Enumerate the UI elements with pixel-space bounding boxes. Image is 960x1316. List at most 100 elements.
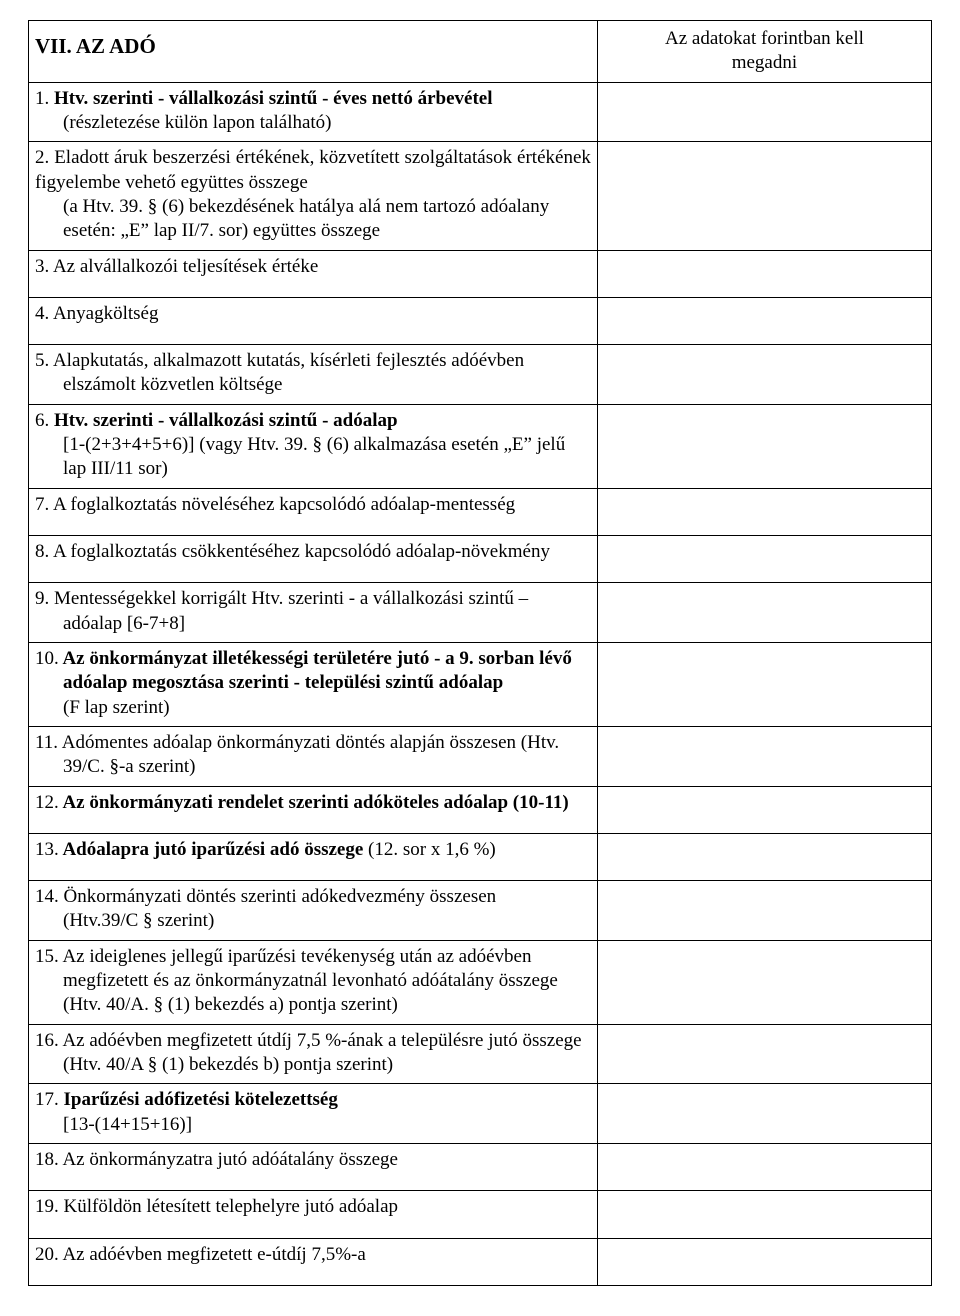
row-label-cell: 14. Önkormányzati döntés szerinti adóked…	[29, 881, 598, 941]
table-row: 3. Az alvállalkozói teljesítések értéke	[29, 250, 932, 297]
table-row: 10. Az önkormányzat illetékességi terüle…	[29, 642, 932, 726]
row-label-cell: 20. Az adóévben megfizetett e-útdíj 7,5%…	[29, 1238, 598, 1285]
row-number: 8.	[35, 541, 49, 562]
row-lead: Anyagköltség	[49, 303, 158, 324]
row-indent-line: [13-(14+15+16)]	[35, 1113, 591, 1137]
row-number: 9.	[35, 588, 49, 609]
row-indent-line: (Htv. 40/A § (1) bekezdés b) pontja szer…	[35, 1053, 591, 1077]
row-label-cell: 16. Az adóévben megfizetett útdíj 7,5 %-…	[29, 1024, 598, 1084]
table-row: 11. Adómentes adóalap önkormányzati dönt…	[29, 726, 932, 786]
row-value-cell[interactable]	[597, 345, 931, 405]
row-lead: Az alvállalkozói teljesítések értéke	[49, 256, 318, 277]
row-indent-line: [1-(2+3+4+5+6)] (vagy Htv. 39. § (6) alk…	[35, 433, 591, 457]
row-number: 11.	[35, 732, 58, 753]
table-row: 20. Az adóévben megfizetett e-útdíj 7,5%…	[29, 1238, 932, 1285]
table-row: 19. Külföldön létesített telephelyre jut…	[29, 1191, 932, 1238]
row-label-cell: 18. Az önkormányzatra jutó adóátalány ös…	[29, 1143, 598, 1190]
section-title: VII. AZ ADÓ	[29, 21, 598, 83]
row-value-cell[interactable]	[597, 404, 931, 488]
row-label-cell: 15. Az ideiglenes jellegű iparűzési tevé…	[29, 940, 598, 1024]
row-label-cell: 4. Anyagköltség	[29, 297, 598, 344]
table-row: 4. Anyagköltség	[29, 297, 932, 344]
row-indent-line: megfizetett és az önkormányzatnál levonh…	[35, 969, 591, 993]
row-value-cell[interactable]	[597, 726, 931, 786]
row-value-cell[interactable]	[597, 1084, 931, 1144]
row-indent-line: elszámolt közvetlen költsége	[35, 373, 591, 397]
row-value-cell[interactable]	[597, 1024, 931, 1084]
row-value-cell[interactable]	[597, 642, 931, 726]
table-row: 17. Iparűzési adófizetési kötelezettség […	[29, 1084, 932, 1144]
row-lead: Adómentes adóalap önkormányzati döntés a…	[58, 732, 559, 753]
row-number: 7.	[35, 494, 49, 515]
row-lead: Alapkutatás, alkalmazott kutatás, kísérl…	[49, 350, 524, 371]
row-number: 2.	[35, 147, 49, 168]
row-number: 20.	[35, 1244, 59, 1265]
row-label-cell: 5. Alapkutatás, alkalmazott kutatás, kís…	[29, 345, 598, 405]
row-value-cell[interactable]	[597, 1143, 931, 1190]
row-lead: Az adóévben megfizetett útdíj 7,5 %-ának…	[59, 1030, 582, 1051]
row-value-cell[interactable]	[597, 881, 931, 941]
row-indent-line: 39/C. §-a szerint)	[35, 755, 591, 779]
row-number: 5.	[35, 350, 49, 371]
row-value-cell[interactable]	[597, 142, 931, 250]
row-value-cell[interactable]	[597, 1191, 931, 1238]
row-number: 18.	[35, 1149, 59, 1170]
row-value-cell[interactable]	[597, 833, 931, 880]
row-lead: Mentességekkel korrigált Htv. szerinti -…	[49, 588, 528, 609]
row-number: 13.	[35, 839, 59, 860]
row-label-cell: 10. Az önkormányzat illetékességi terüle…	[29, 642, 598, 726]
table-row: 8. A foglalkoztatás csökkentéséhez kapcs…	[29, 536, 932, 583]
row-lead: Önkormányzati döntés szerinti adókedvezm…	[59, 886, 496, 907]
row-indent-line: lap III/11 sor)	[35, 457, 591, 481]
row-label-cell: 13. Adóalapra jutó iparűzési adó összege…	[29, 833, 598, 880]
row-lead-bold: Adóalapra jutó iparűzési adó összege	[59, 839, 368, 860]
row-number: 4.	[35, 303, 49, 324]
row-lead-tail: (12. sor x 1,6 %)	[368, 839, 496, 860]
row-lead-bold: Htv. szerinti - vállalkozási szintű - év…	[49, 88, 492, 109]
row-number: 14.	[35, 886, 59, 907]
row-lead-bold: Az önkormányzat illetékességi területére…	[59, 648, 572, 693]
row-lead: Eladott áruk beszerzési értékének, közve…	[35, 147, 591, 192]
row-number: 19.	[35, 1196, 59, 1217]
table-row: 15. Az ideiglenes jellegű iparűzési tevé…	[29, 940, 932, 1024]
row-value-cell[interactable]	[597, 583, 931, 643]
row-value-cell[interactable]	[597, 250, 931, 297]
row-number: 3.	[35, 256, 49, 277]
row-value-cell[interactable]	[597, 488, 931, 535]
row-number: 16.	[35, 1030, 59, 1051]
currency-note: Az adatokat forintban kellmegadni	[597, 21, 931, 83]
table-row: 18. Az önkormányzatra jutó adóátalány ös…	[29, 1143, 932, 1190]
row-label-cell: 6. Htv. szerinti - vállalkozási szintű -…	[29, 404, 598, 488]
row-lead: Az önkormányzatra jutó adóátalány összeg…	[59, 1149, 398, 1170]
row-number: 12.	[35, 792, 59, 813]
row-lead-bold: Iparűzési adófizetési kötelezettség	[59, 1089, 338, 1110]
row-lead: Az ideiglenes jellegű iparűzési tevékeny…	[59, 946, 532, 967]
row-indent-line: (F lap szerint)	[35, 696, 591, 720]
row-label-cell: 2. Eladott áruk beszerzési értékének, kö…	[29, 142, 598, 250]
row-lead: Az adóévben megfizetett e-útdíj 7,5%-a	[59, 1244, 366, 1265]
currency-note-line: Az adatokat forintban kell	[604, 27, 925, 51]
table-row: 14. Önkormányzati döntés szerinti adóked…	[29, 881, 932, 941]
row-value-cell[interactable]	[597, 940, 931, 1024]
row-label-cell: 1. Htv. szerinti - vállalkozási szintű -…	[29, 82, 598, 142]
row-label-cell: 19. Külföldön létesített telephelyre jut…	[29, 1191, 598, 1238]
row-lead: A foglalkoztatás csökkentéséhez kapcsoló…	[49, 541, 550, 562]
row-number: 17.	[35, 1089, 59, 1110]
row-label-cell: 11. Adómentes adóalap önkormányzati dönt…	[29, 726, 598, 786]
tax-form-table: VII. AZ ADÓAz adatokat forintban kellmeg…	[28, 20, 932, 1286]
table-row: 6. Htv. szerinti - vállalkozási szintű -…	[29, 404, 932, 488]
row-lead: Külföldön létesített telephelyre jutó ad…	[59, 1196, 398, 1217]
row-value-cell[interactable]	[597, 786, 931, 833]
row-label-cell: 7. A foglalkoztatás növeléséhez kapcsoló…	[29, 488, 598, 535]
row-label-cell: 17. Iparűzési adófizetési kötelezettség […	[29, 1084, 598, 1144]
table-row: 2. Eladott áruk beszerzési értékének, kö…	[29, 142, 932, 250]
row-value-cell[interactable]	[597, 297, 931, 344]
row-value-cell[interactable]	[597, 536, 931, 583]
table-row: 13. Adóalapra jutó iparűzési adó összege…	[29, 833, 932, 880]
row-indent-line: esetén: „E” lap II/7. sor) együttes össz…	[35, 219, 591, 243]
row-value-cell[interactable]	[597, 82, 931, 142]
row-value-cell[interactable]	[597, 1238, 931, 1285]
row-number: 15.	[35, 946, 59, 967]
row-indent-line: (részletezése külön lapon található)	[35, 111, 591, 135]
row-label-cell: 3. Az alvállalkozói teljesítések értéke	[29, 250, 598, 297]
